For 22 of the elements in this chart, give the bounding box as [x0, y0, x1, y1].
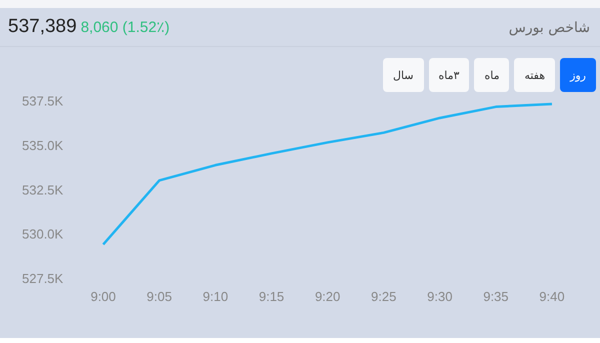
- x-tick-label: 9:35: [483, 288, 509, 304]
- x-tick-label: 9:15: [258, 288, 284, 304]
- y-tick-label: 530.0K: [22, 226, 64, 242]
- y-tick-label: 537.5K: [22, 94, 64, 109]
- y-tick-label: 532.5K: [22, 182, 64, 198]
- y-tick-label: 527.5K: [22, 270, 64, 286]
- x-tick-label: 9:10: [202, 288, 228, 304]
- text: 8,060 (1.52٪): [80, 19, 170, 36]
- chart-subtitle: 537,389: [8, 16, 77, 37]
- chart-title: شاخص بورس: [508, 20, 590, 36]
- x-tick-label: 9:25: [371, 288, 396, 304]
- x-tick-label: 9:05: [146, 288, 172, 304]
- text: سال: [382, 58, 424, 92]
- text: ۳ماه: [428, 58, 470, 92]
- x-tick-label: 9:20: [314, 288, 340, 304]
- x-tick-label: 9:30: [427, 288, 452, 304]
- y-tick-label: 535.0K: [22, 138, 64, 153]
- text: ماه: [474, 58, 510, 92]
- x-tick-label: 9:00: [90, 288, 116, 304]
- x-tick-label: 9:40: [539, 288, 565, 304]
- text: روز: [560, 58, 596, 92]
- text: هفته: [514, 58, 556, 92]
